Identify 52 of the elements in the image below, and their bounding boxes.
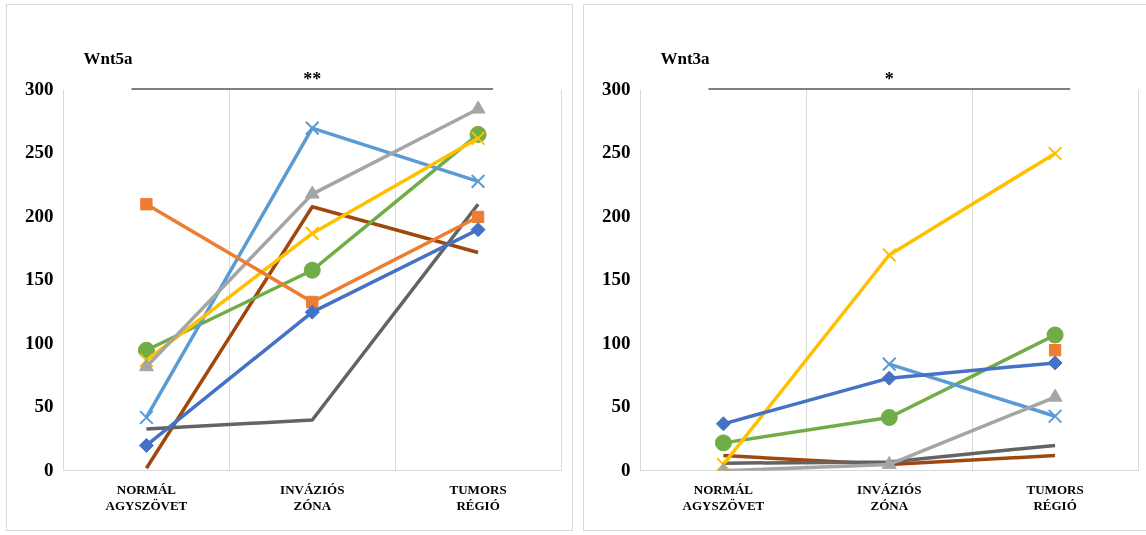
- x-tick-label: NORMÁL AGYSZÖVET: [682, 481, 765, 513]
- y-tick-label: 50: [34, 395, 54, 417]
- point: [881, 247, 897, 263]
- point: [304, 226, 320, 241]
- y-tick-label: 150: [25, 268, 54, 290]
- point: [715, 416, 731, 432]
- x-tick-label: INVÁZIÓS ZÓNA: [857, 481, 922, 513]
- chart-title: Wnt5a: [83, 49, 134, 68]
- y-tick-label: 250: [602, 141, 631, 163]
- point: [470, 222, 486, 238]
- point: [1047, 355, 1063, 371]
- point: [471, 210, 485, 224]
- point: [714, 434, 732, 452]
- point: [716, 457, 731, 471]
- point: [139, 353, 154, 368]
- y-tick-label: 200: [25, 204, 54, 226]
- point: [140, 198, 153, 211]
- point: [304, 304, 320, 320]
- y-tick-label: 0: [44, 458, 54, 480]
- point: [1048, 344, 1062, 357]
- annotation: **: [303, 69, 322, 89]
- point: [1047, 408, 1063, 424]
- y-tick-label: 0: [621, 458, 631, 480]
- point: [880, 408, 898, 426]
- point: [303, 261, 321, 279]
- x-tick-label: INVÁZIÓS ZÓNA: [280, 481, 345, 513]
- point: [304, 120, 320, 136]
- y-tick-label: 100: [602, 331, 631, 353]
- point: [470, 130, 486, 146]
- y-tick-label: 300: [602, 77, 631, 99]
- point: [1046, 326, 1064, 344]
- point: [138, 358, 154, 372]
- point: [304, 185, 320, 199]
- point: [139, 410, 154, 425]
- x-tick-label: TUMORS RÉGIÓ: [1026, 481, 1084, 513]
- point: [1047, 388, 1063, 402]
- x-tick-label: NORMÁL AGYSZÖVET: [105, 481, 188, 513]
- y-tick-label: 200: [602, 204, 631, 226]
- chart-title: Wnt3a: [660, 49, 711, 68]
- annotation: *: [884, 69, 894, 89]
- y-tick-label: 50: [611, 395, 631, 417]
- point: [470, 100, 486, 114]
- point: [1047, 146, 1063, 161]
- y-tick-label: 250: [25, 141, 54, 163]
- point: [138, 437, 154, 453]
- y-tick-label: 300: [25, 77, 54, 99]
- point: [881, 356, 897, 372]
- point: [881, 370, 897, 386]
- y-tick-label: 150: [602, 268, 631, 290]
- y-tick-label: 100: [25, 331, 54, 353]
- x-tick-label: TUMORS RÉGIÓ: [449, 481, 507, 513]
- point: [470, 174, 486, 189]
